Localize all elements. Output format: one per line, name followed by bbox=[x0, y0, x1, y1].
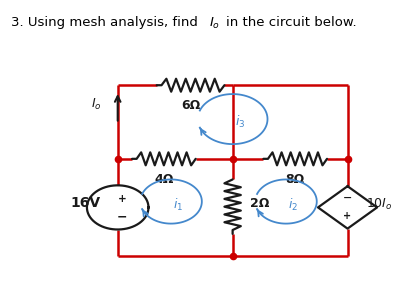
Text: −: − bbox=[343, 193, 352, 203]
Text: 16V: 16V bbox=[70, 196, 101, 210]
Text: $i_1$: $i_1$ bbox=[173, 196, 183, 212]
Text: 4Ω: 4Ω bbox=[154, 173, 173, 186]
Text: 8Ω: 8Ω bbox=[286, 173, 305, 186]
Text: $I_o$: $I_o$ bbox=[91, 97, 101, 112]
Text: 2Ω: 2Ω bbox=[250, 197, 269, 210]
Text: +: + bbox=[344, 211, 352, 221]
Text: $i_2$: $i_2$ bbox=[288, 196, 298, 212]
Text: $i_3$: $i_3$ bbox=[235, 114, 245, 130]
Text: +: + bbox=[117, 194, 126, 204]
Text: $10I_o$: $10I_o$ bbox=[366, 197, 393, 212]
Text: −: − bbox=[116, 210, 127, 223]
Text: $I_o$: $I_o$ bbox=[209, 16, 220, 31]
Text: 3. Using mesh analysis, find: 3. Using mesh analysis, find bbox=[11, 16, 202, 29]
Text: in the circuit below.: in the circuit below. bbox=[226, 16, 357, 29]
Text: 6Ω: 6Ω bbox=[181, 99, 200, 112]
